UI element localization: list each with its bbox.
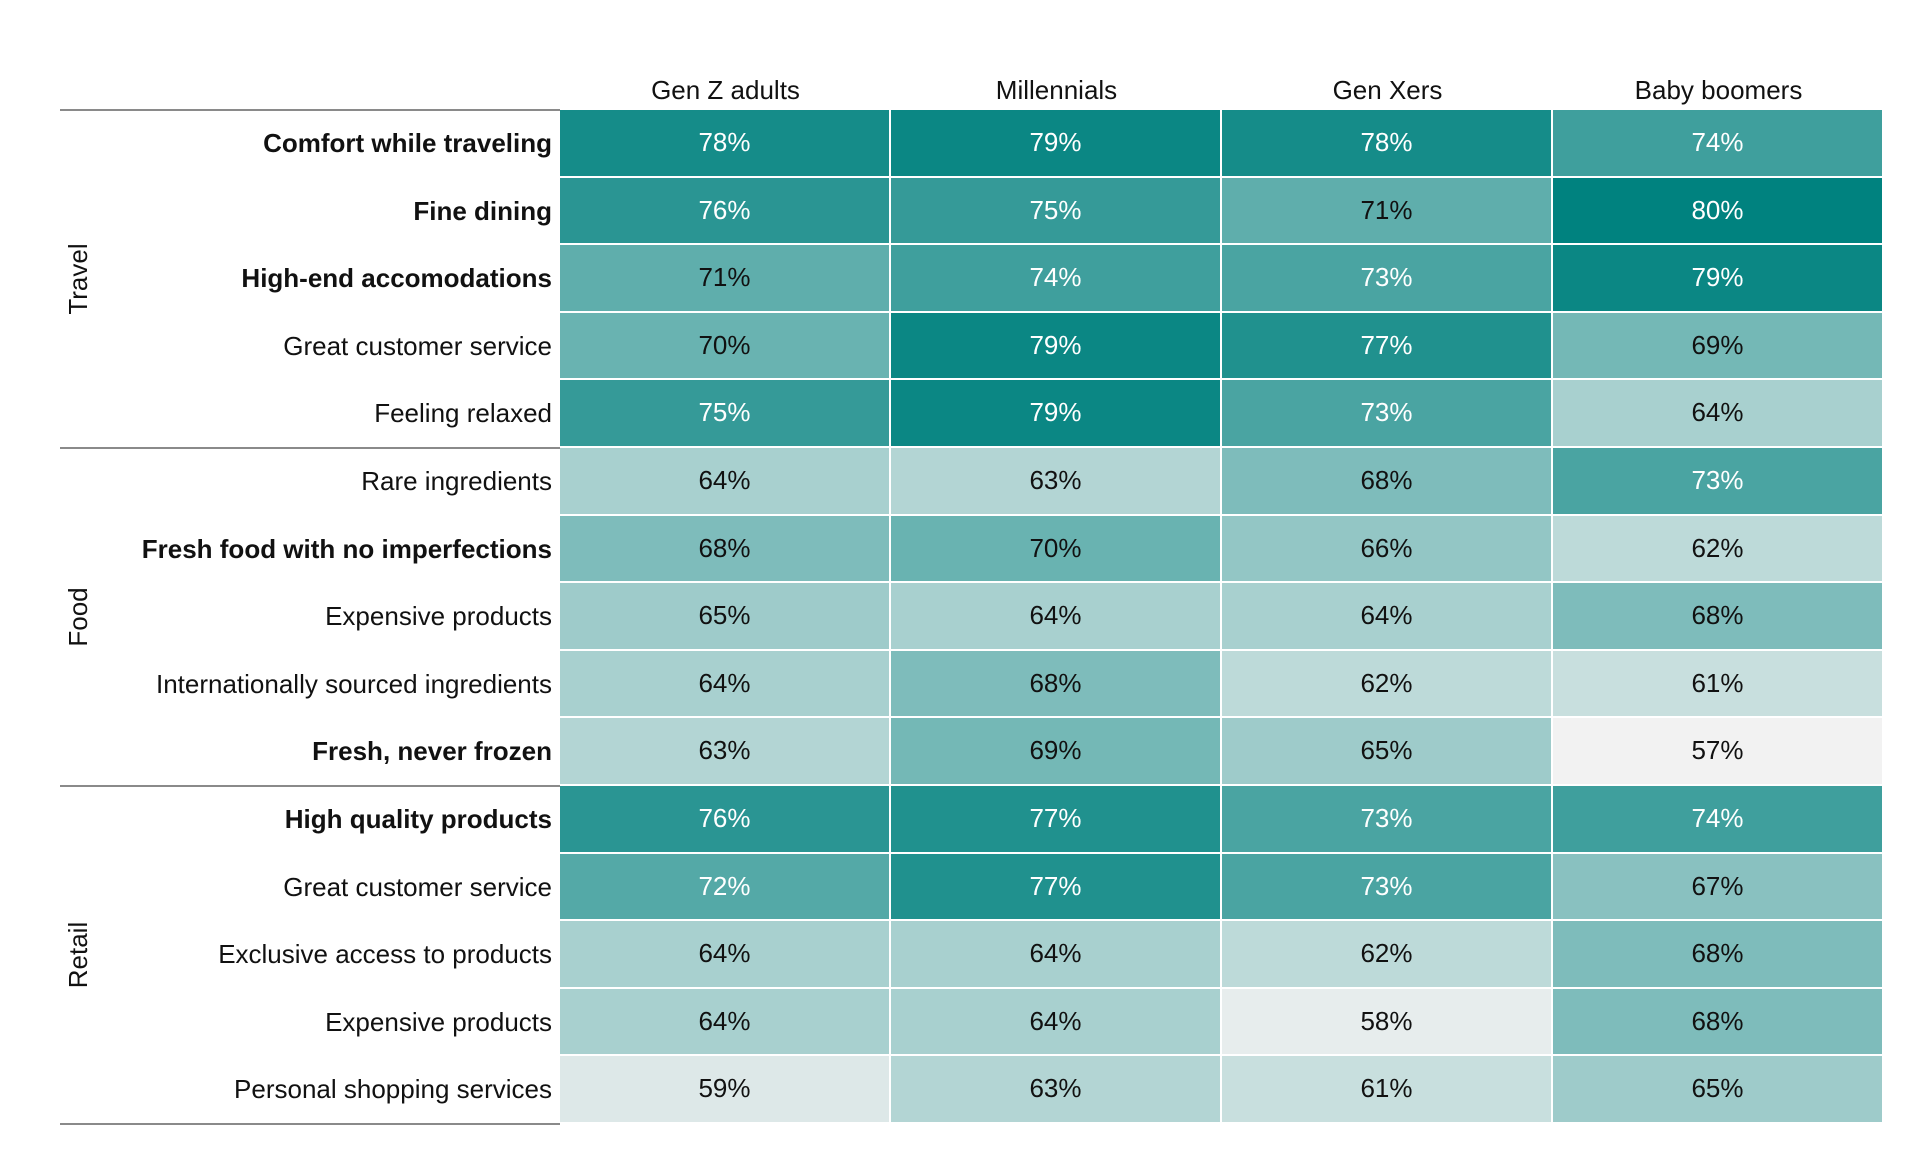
heatmap-cell: 62%: [1222, 921, 1553, 989]
heatmap-cell: 69%: [891, 718, 1222, 786]
heatmap-cell: 72%: [560, 853, 891, 922]
row-label: Rare ingredients: [361, 466, 552, 496]
heatmap-cell: 57%: [1553, 718, 1884, 786]
row-label: Expensive products: [325, 1006, 552, 1037]
column-header-3: Gen Xers: [1332, 75, 1443, 105]
column-header-4: Baby boomers: [1634, 75, 1803, 105]
heatmap-cell: 80%: [1553, 177, 1884, 246]
row-label: Feeling relaxed: [374, 398, 552, 429]
heatmap-cell: 64%: [891, 583, 1222, 651]
heatmap-cell: 68%: [891, 650, 1222, 719]
heatmap-cell: 66%: [1222, 515, 1553, 584]
row-label: Internationally sourced ingredients: [155, 668, 552, 699]
heatmap-cell: 64%: [560, 650, 891, 719]
heatmap-cell: 76%: [560, 786, 891, 854]
row-label: Comfort while traveling: [263, 128, 552, 158]
heatmap-cell: 70%: [560, 312, 891, 381]
column-header-2: Millennials: [995, 75, 1118, 105]
heatmap-cell: 76%: [560, 177, 891, 246]
row-label: Fresh food with no imperfections: [141, 533, 552, 564]
heatmap-cell: 74%: [891, 245, 1222, 313]
heatmap-cell: 68%: [560, 515, 891, 584]
group-divider: [60, 447, 560, 449]
group-divider: [60, 1123, 560, 1125]
heatmap-cell: 79%: [891, 380, 1222, 448]
heatmap-cell: 68%: [1222, 448, 1553, 516]
heatmap-cell: 75%: [560, 380, 891, 448]
row-label: High quality products: [284, 804, 552, 834]
heatmap-cell: 73%: [1222, 380, 1553, 448]
heatmap-cell: 64%: [1553, 380, 1884, 448]
row-label: Expensive products: [325, 601, 552, 632]
heatmap-cell: 61%: [1222, 1056, 1553, 1124]
heatmap-cell: 64%: [560, 921, 891, 989]
heatmap-cell: 75%: [891, 177, 1222, 246]
row-label: Fine dining: [413, 195, 552, 226]
group-label-retail: Retail: [63, 921, 93, 989]
heatmap-cell: 74%: [1553, 110, 1884, 178]
heatmap-cell: 79%: [1553, 245, 1884, 313]
heatmap-cell: 61%: [1553, 650, 1884, 719]
heatmap-cell: 64%: [560, 448, 891, 516]
heatmap-cell: 65%: [1553, 1056, 1884, 1124]
heatmap-cell: 65%: [560, 583, 891, 651]
heatmap-cell: 59%: [560, 1056, 891, 1124]
heatmap-cell: 68%: [1553, 988, 1884, 1057]
row-label: Fresh, never frozen: [312, 736, 552, 767]
heatmap-cell: 71%: [560, 245, 891, 313]
heatmap-cell: 64%: [1222, 583, 1553, 651]
heatmap-cell: 67%: [1553, 853, 1884, 922]
row-label: Exclusive access to products: [218, 939, 552, 970]
heatmap-cell: 78%: [560, 110, 891, 178]
heatmap-cell: 68%: [1553, 921, 1884, 989]
heatmap-cell: 73%: [1222, 853, 1553, 922]
heatmap-cell: 70%: [891, 515, 1222, 584]
heatmap-cell: 78%: [1222, 110, 1553, 178]
column-header-1: Gen Z adults: [651, 75, 800, 105]
heatmap-cell: 73%: [1222, 786, 1553, 854]
heatmap-cell: 79%: [891, 110, 1222, 178]
heatmap-cell: 74%: [1553, 786, 1884, 854]
heatmap-cell: 63%: [891, 1056, 1222, 1124]
heatmap-cell: 77%: [1222, 312, 1553, 381]
heatmap-cell: 64%: [891, 921, 1222, 989]
row-label: Great customer service: [283, 330, 552, 361]
heatmap-cell: 73%: [1222, 245, 1553, 313]
heatmap-cell: 65%: [1222, 718, 1553, 786]
heatmap-cell: 77%: [891, 853, 1222, 922]
heatmap-cell: 64%: [560, 988, 891, 1057]
heatmap-cell: 69%: [1553, 312, 1884, 381]
heatmap-cell: 62%: [1553, 515, 1884, 584]
heatmap-cell: 77%: [891, 786, 1222, 854]
heatmap-cell: 63%: [891, 448, 1222, 516]
heatmap-cell: 64%: [891, 988, 1222, 1057]
group-divider-top: [60, 109, 560, 111]
heatmap-cell: 79%: [891, 312, 1222, 381]
group-divider: [60, 785, 560, 787]
row-label: High-end accomodations: [241, 263, 552, 294]
heatmap-cell: 62%: [1222, 650, 1553, 719]
heatmap-cell: 63%: [560, 718, 891, 786]
row-label: Personal shopping services: [234, 1074, 552, 1105]
heatmap-cell: 58%: [1222, 988, 1553, 1057]
heatmap-cell: 68%: [1553, 583, 1884, 651]
heatmap-cell: 71%: [1222, 177, 1553, 246]
group-label-food: Food: [63, 587, 93, 647]
row-label: Great customer service: [283, 871, 552, 902]
group-label-travel: Travel: [63, 243, 93, 315]
heatmap-cell: 73%: [1553, 448, 1884, 516]
